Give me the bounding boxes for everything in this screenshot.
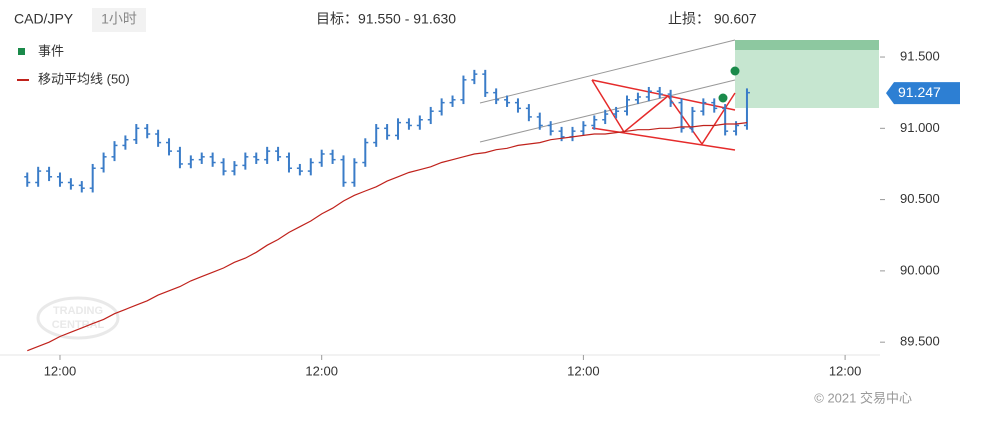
footer: © 2021 交易中心 (814, 390, 912, 405)
x-tick-label: 12:00 (44, 363, 77, 378)
target-zone (735, 40, 879, 50)
stop: 止损： 90.607 (668, 11, 757, 27)
watermark-ring (36, 296, 120, 340)
legend-ma: 移动平均线 (50) (38, 71, 130, 86)
y-tick-label: 89.500 (900, 334, 940, 349)
x-tick-label: 12:00 (567, 363, 600, 378)
y-tick-label: 91.000 (900, 120, 940, 135)
price-tag (886, 82, 960, 105)
price-tag-label: 91.247 (898, 84, 941, 100)
channel-line (479, 79, 736, 143)
symbol: CAD/JPY (14, 11, 74, 27)
x-tick-label: 12:00 (305, 363, 338, 378)
channel-line (479, 39, 736, 104)
header-bg (0, 0, 985, 34)
trade-zone (735, 50, 879, 108)
x-tick-label: 12:00 (829, 363, 862, 378)
moving-average (27, 122, 748, 352)
pattern-line (591, 79, 736, 111)
y-tick-label: 90.500 (900, 191, 940, 206)
target: 目标：91.550 - 91.630 (316, 11, 456, 27)
y-tick-label: 91.500 (900, 48, 940, 63)
y-tick-label: 90.000 (900, 262, 940, 277)
event-dot[interactable] (730, 66, 740, 76)
watermark-text: TRADING (53, 305, 103, 317)
legend-event-icon (18, 48, 25, 55)
watermark-text: CENTRAL (52, 319, 105, 331)
interval-bg[interactable] (92, 8, 146, 32)
legend-events: 事件 (38, 43, 64, 58)
pattern-line (591, 127, 736, 151)
interval[interactable]: 1小时 (101, 11, 137, 27)
event-dot[interactable] (718, 93, 728, 103)
watermark: TRADING CENTRAL (36, 296, 120, 340)
